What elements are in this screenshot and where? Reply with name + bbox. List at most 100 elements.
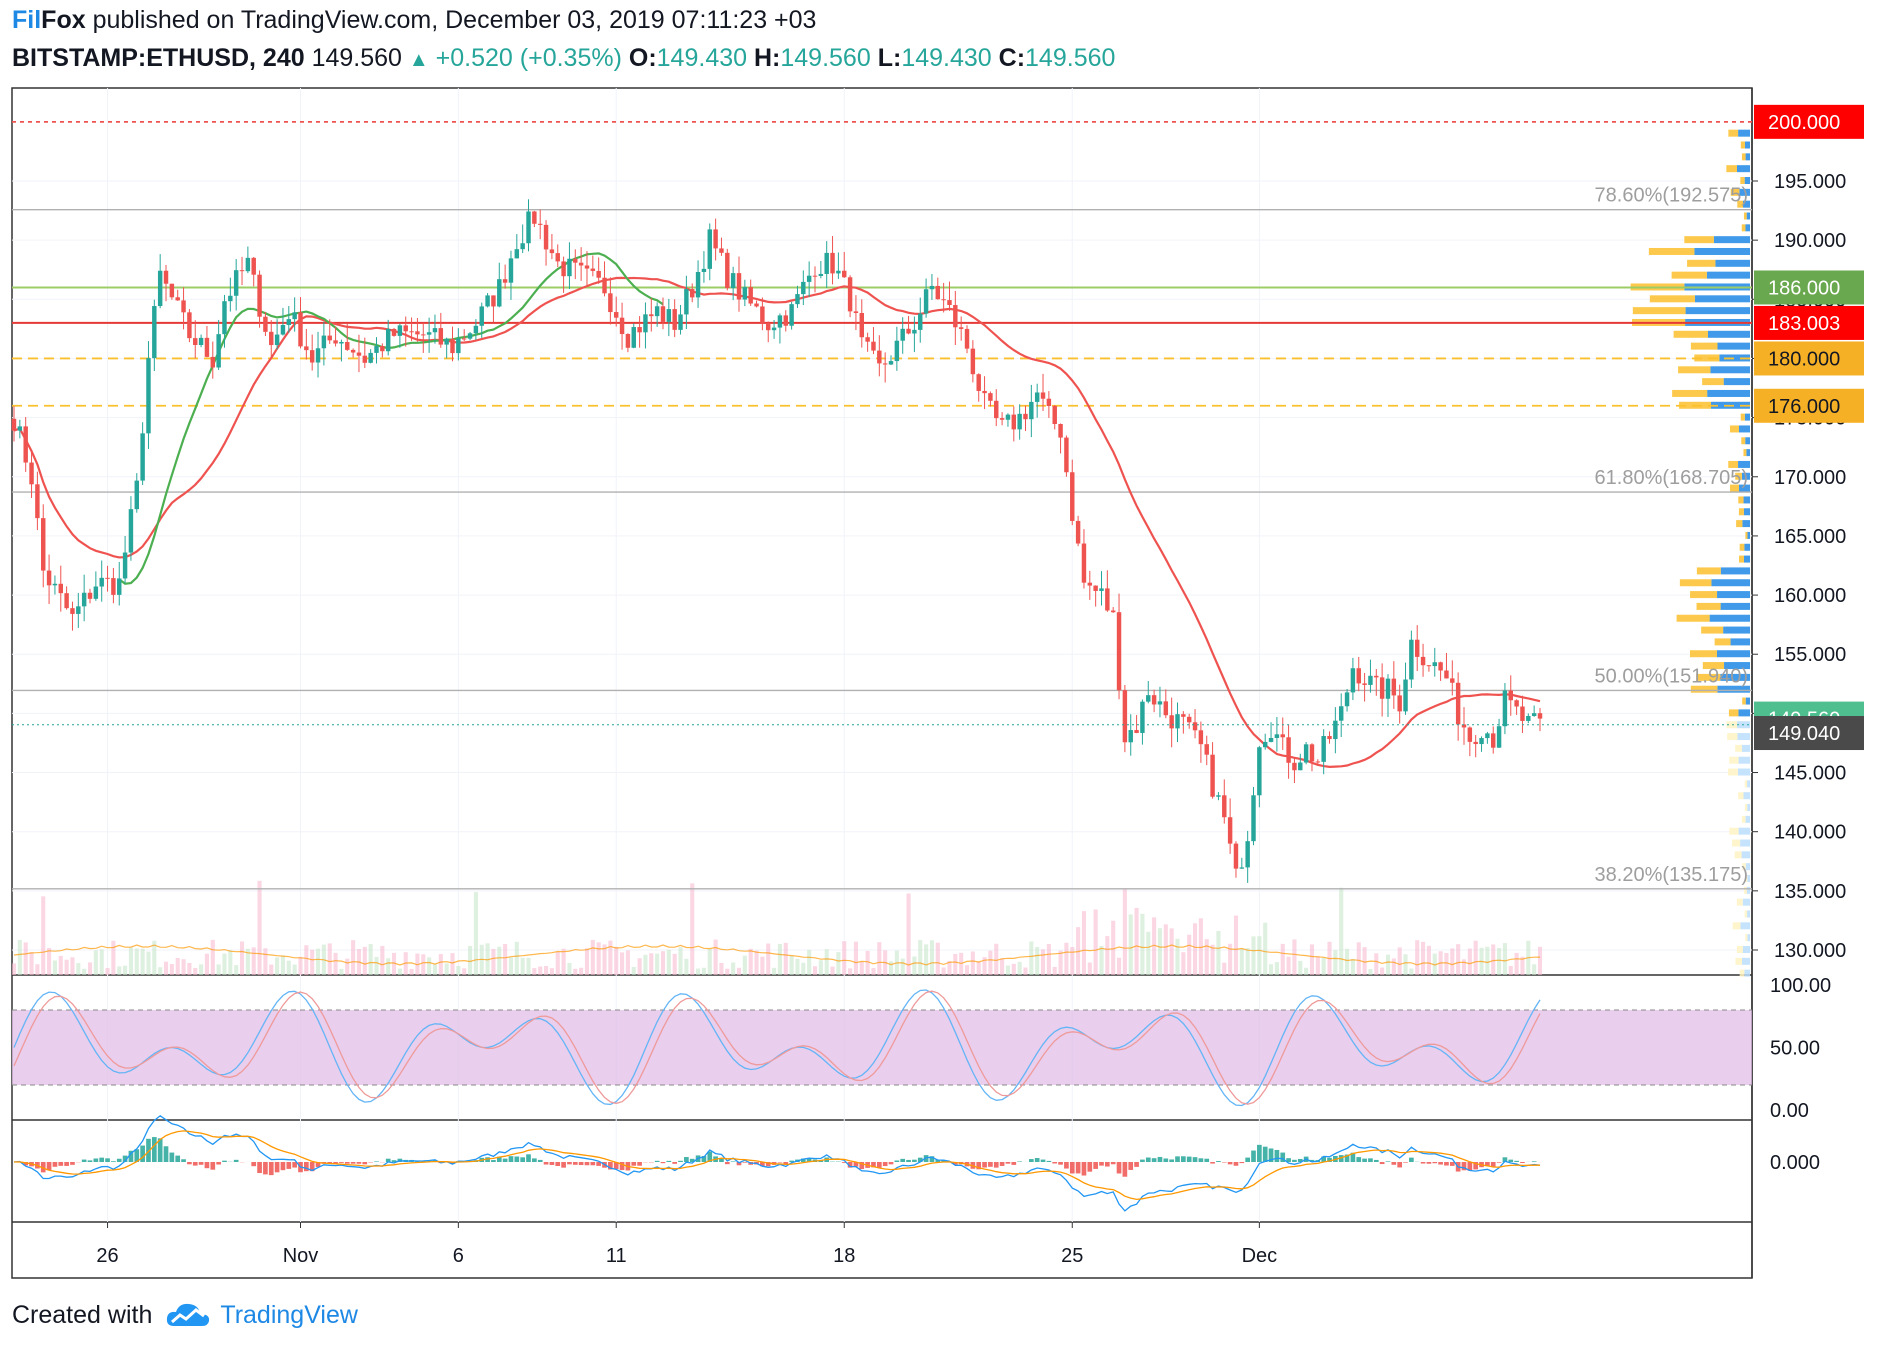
candle-body-237 (1397, 695, 1402, 712)
volume-bar-193 (1140, 913, 1145, 975)
chart-canvas[interactable]: 78.60%(192.575) 61.80%(168.705) 50.00%(151… (0, 0, 1878, 1290)
macd-hist-42 (257, 1162, 262, 1174)
volume-bar-165 (976, 961, 981, 975)
volume-bar-178 (1052, 966, 1057, 975)
macd-hist-5 (40, 1162, 46, 1173)
volume-bar-218 (1286, 956, 1291, 975)
author-name-part2[interactable]: Fox (41, 6, 86, 34)
volume-bar-257 (1514, 952, 1519, 975)
volume-bar-22 (140, 948, 145, 975)
candle-body-97 (578, 262, 584, 266)
volume-bar-229 (1350, 958, 1355, 975)
candle-body-30 (187, 312, 192, 339)
volume-bar-260 (1532, 964, 1537, 975)
candle-body-11 (76, 606, 81, 614)
vp-sell-139 (1732, 839, 1741, 847)
macd-hist-245 (1444, 1162, 1449, 1166)
volume-bar-206 (1216, 930, 1221, 975)
candle-body-161 (953, 305, 958, 328)
macd-hist-165 (976, 1162, 982, 1170)
candle-body-174 (1029, 401, 1034, 420)
macd-hist-65 (391, 1160, 397, 1162)
candle-body-163 (964, 328, 970, 349)
volume-bar-161 (953, 953, 958, 975)
candle-body-118 (701, 268, 707, 272)
tradingview-brand[interactable]: TradingView (220, 1300, 358, 1329)
macd-hist-47 (286, 1162, 292, 1169)
vp-sell-188 (1687, 259, 1716, 267)
candle-body-65 (391, 328, 397, 336)
candle-body-261 (1537, 713, 1543, 719)
price-tick-label-0: 130.000 (1774, 940, 1846, 962)
candle-body-72 (432, 328, 438, 333)
vp-sell-156 (1714, 638, 1731, 646)
macd-hist-99 (590, 1162, 596, 1166)
fib-label-0: 78.60%(192.575) (1595, 185, 1748, 207)
vp-sell-143 (1738, 792, 1744, 800)
macd-hist-82 (491, 1160, 496, 1162)
macd-hist-50 (303, 1162, 309, 1172)
macd-hist-202 (1192, 1157, 1198, 1162)
macd-hist-255 (1502, 1157, 1508, 1162)
volume-bar-226 (1333, 950, 1338, 975)
macd-hist-231 (1362, 1158, 1367, 1162)
level-tag-1-text: 186.000 (1768, 277, 1840, 299)
vp-sell-163 (1739, 555, 1744, 563)
volume-bar-83 (497, 946, 502, 975)
candle-body-165 (976, 374, 981, 391)
volume-bar-203 (1198, 918, 1203, 975)
volume-bar-209 (1233, 915, 1239, 975)
candle-body-209 (1233, 843, 1239, 869)
volume-bar-138 (818, 960, 823, 975)
candle-body-153 (906, 328, 911, 334)
volume-bar-236 (1391, 958, 1396, 975)
volume-bar-163 (964, 965, 970, 975)
candle-body-256 (1508, 690, 1513, 701)
candle-body-49 (298, 312, 303, 347)
volume-bar-258 (1520, 956, 1525, 975)
volume-bar-35 (216, 964, 221, 975)
vp-sell-158 (1676, 614, 1710, 622)
vp-buy-152 (1717, 685, 1750, 693)
macd-hist-253 (1490, 1162, 1496, 1167)
candle-body-55 (333, 340, 338, 344)
volume-bar-204 (1204, 939, 1209, 975)
author-name-part1[interactable]: Fil (12, 6, 42, 34)
vp-buy-167 (1743, 508, 1750, 516)
vp-sell-160 (1690, 591, 1718, 599)
macd-hist-124 (736, 1162, 742, 1166)
volume-bar-179 (1058, 950, 1063, 975)
macd-hist-161 (952, 1162, 958, 1165)
volume-bar-14 (93, 950, 98, 975)
candle-body-158 (935, 285, 941, 300)
vp-sell-133 (1744, 910, 1748, 918)
vp-sell-192 (1743, 212, 1747, 220)
volume-bar-56 (339, 968, 344, 975)
candle-body-168 (994, 400, 999, 419)
candle-body-90 (537, 223, 543, 225)
macd-hist-181 (1069, 1162, 1075, 1174)
candle-body-202 (1192, 722, 1198, 731)
macd-hist-216 (1274, 1149, 1280, 1162)
vp-buy-162 (1720, 567, 1750, 575)
candle-body-183 (1081, 543, 1087, 583)
macd-hist-227 (1338, 1155, 1344, 1162)
macd-hist-35 (216, 1162, 221, 1165)
vp-sell-164 (1739, 543, 1745, 551)
vp-buy-197 (1745, 153, 1750, 161)
macd-hist-112 (666, 1160, 672, 1162)
candle-body-210 (1239, 867, 1245, 869)
macd-hist-254 (1496, 1162, 1502, 1163)
volume-bar-173 (1023, 967, 1028, 975)
up-arrow-icon: ▲ (408, 49, 429, 71)
candle-body-179 (1058, 423, 1063, 438)
macd-hist-200 (1181, 1156, 1186, 1162)
volume-bar-254 (1497, 947, 1502, 975)
vp-buy-144 (1747, 780, 1750, 788)
vp-sell-185 (1649, 295, 1695, 303)
macd-hist-147 (871, 1162, 876, 1168)
macd-hist-206 (1216, 1161, 1221, 1162)
volume-bar-33 (204, 953, 209, 975)
macd-hist-87 (520, 1157, 526, 1162)
volume-bar-217 (1280, 943, 1285, 975)
